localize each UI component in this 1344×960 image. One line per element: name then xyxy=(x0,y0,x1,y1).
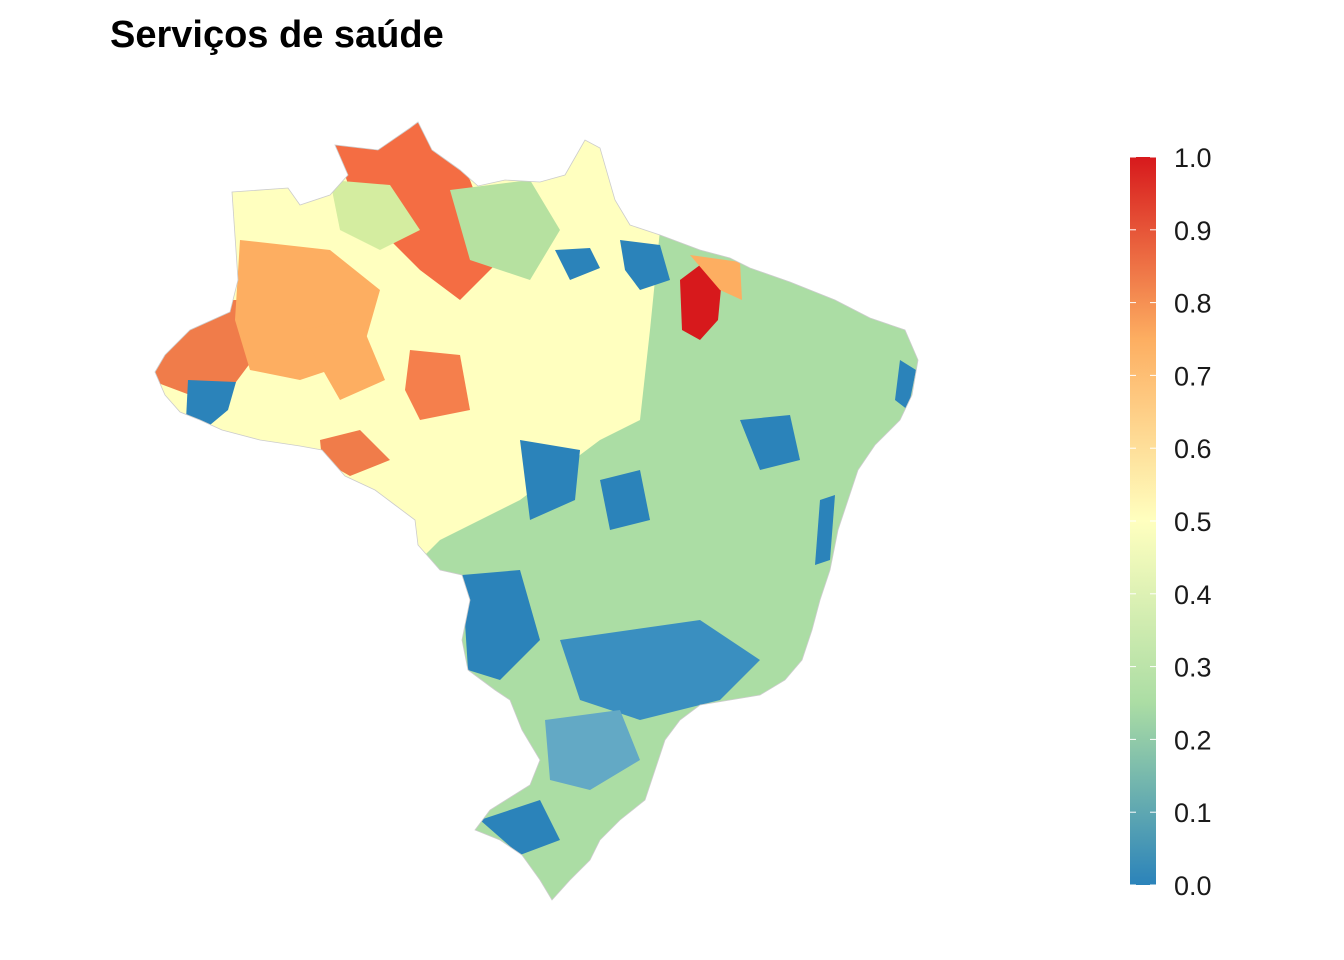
legend-tick-label: 0.5 xyxy=(1174,507,1212,537)
legend-tick-label: 0.3 xyxy=(1174,653,1212,683)
region-coast-blue xyxy=(815,495,835,565)
legend-tick-label: 0.4 xyxy=(1174,580,1212,610)
legend-tick-label: 0.8 xyxy=(1174,289,1212,319)
region-center-blue-2 xyxy=(600,470,650,530)
region-maranhao-red xyxy=(680,265,722,340)
region-parana-mix xyxy=(545,710,640,790)
color-legend: 1.0 0.9 0.8 0.7 0.6 0.5 0.4 0.3 0.2 0.1 0.0 xyxy=(1130,143,1212,901)
region-acre-blue xyxy=(186,380,236,425)
region-central-orange xyxy=(405,350,470,420)
region-para-blue xyxy=(620,240,670,290)
legend-tick-label: 0.9 xyxy=(1174,216,1212,246)
legend-tick-label: 0.0 xyxy=(1174,871,1212,901)
region-pale-green xyxy=(330,180,420,250)
region-mid-orange xyxy=(300,320,385,400)
region-mato-grosso-blue xyxy=(462,570,540,680)
region-center-blue-1 xyxy=(520,440,580,520)
legend-tick-label: 1.0 xyxy=(1174,143,1212,173)
brazil-map xyxy=(155,122,918,900)
region-southeast-blue xyxy=(560,620,760,720)
map-title: Serviços de saúde xyxy=(110,14,444,56)
region-amapa-blue xyxy=(555,248,600,280)
region-south-blue xyxy=(480,800,560,855)
legend-tick-label: 0.7 xyxy=(1174,361,1212,391)
region-rondonia-orange xyxy=(320,430,390,476)
legend-tick-label: 0.2 xyxy=(1174,725,1212,755)
legend-tick-label: 0.1 xyxy=(1174,798,1212,828)
region-green-north xyxy=(450,180,560,280)
region-ne-coast-blue xyxy=(895,360,916,410)
brazil-outline xyxy=(154,121,919,901)
region-maranhao-orange xyxy=(690,255,742,300)
region-bahia-blue xyxy=(740,415,800,470)
legend-tick-label: 0.6 xyxy=(1174,434,1212,464)
